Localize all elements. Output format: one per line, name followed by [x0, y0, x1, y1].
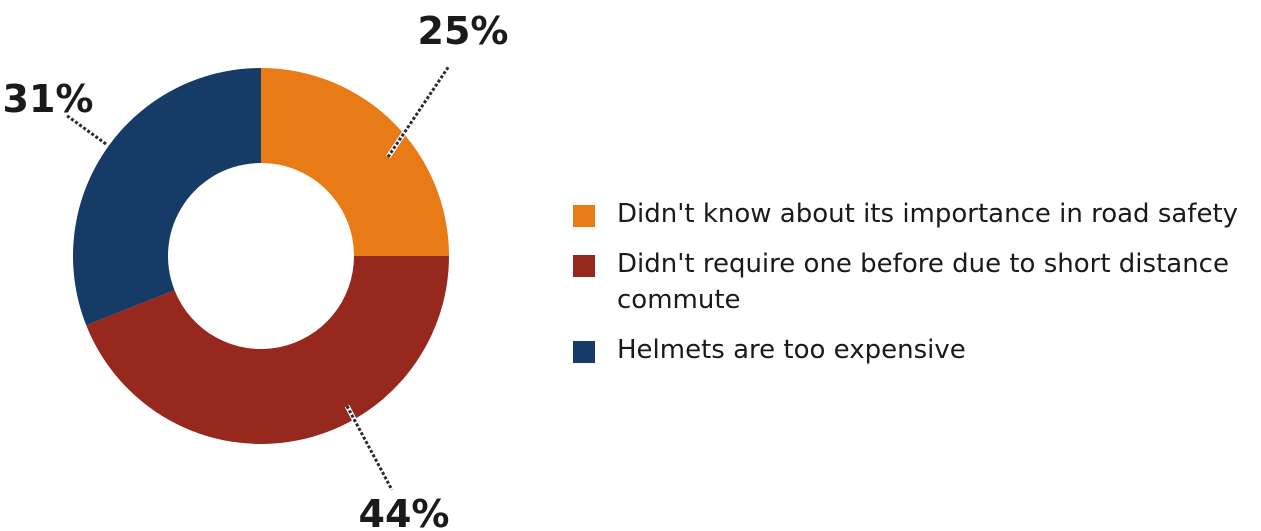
value-label: 44% [359, 492, 450, 531]
legend-item: Didn't require one before due to short d… [573, 246, 1253, 318]
legend-label: Didn't require one before due to short d… [617, 249, 1229, 315]
leader-lines [64, 64, 452, 492]
legend-item: Helmets are too expensive [573, 332, 1253, 368]
value-labels: 25% 44% 31% [3, 9, 509, 531]
leader-line [386, 65, 451, 158]
leader-line [345, 405, 394, 491]
legend: Didn't know about its importance in road… [573, 196, 1253, 382]
donut-slice [261, 68, 449, 256]
legend-item: Didn't know about its importance in road… [573, 196, 1253, 232]
legend-swatch [573, 341, 595, 363]
legend-label: Helmets are too expensive [617, 335, 966, 365]
legend-swatch [573, 205, 595, 227]
value-label: 25% [418, 9, 509, 53]
legend-label: Didn't know about its importance in road… [617, 199, 1239, 229]
donut-slice [73, 68, 262, 326]
legend-swatch [573, 255, 595, 277]
donut-slice [86, 256, 449, 444]
donut-slices [73, 68, 449, 444]
value-label: 31% [3, 77, 94, 121]
leader-line [65, 113, 107, 146]
